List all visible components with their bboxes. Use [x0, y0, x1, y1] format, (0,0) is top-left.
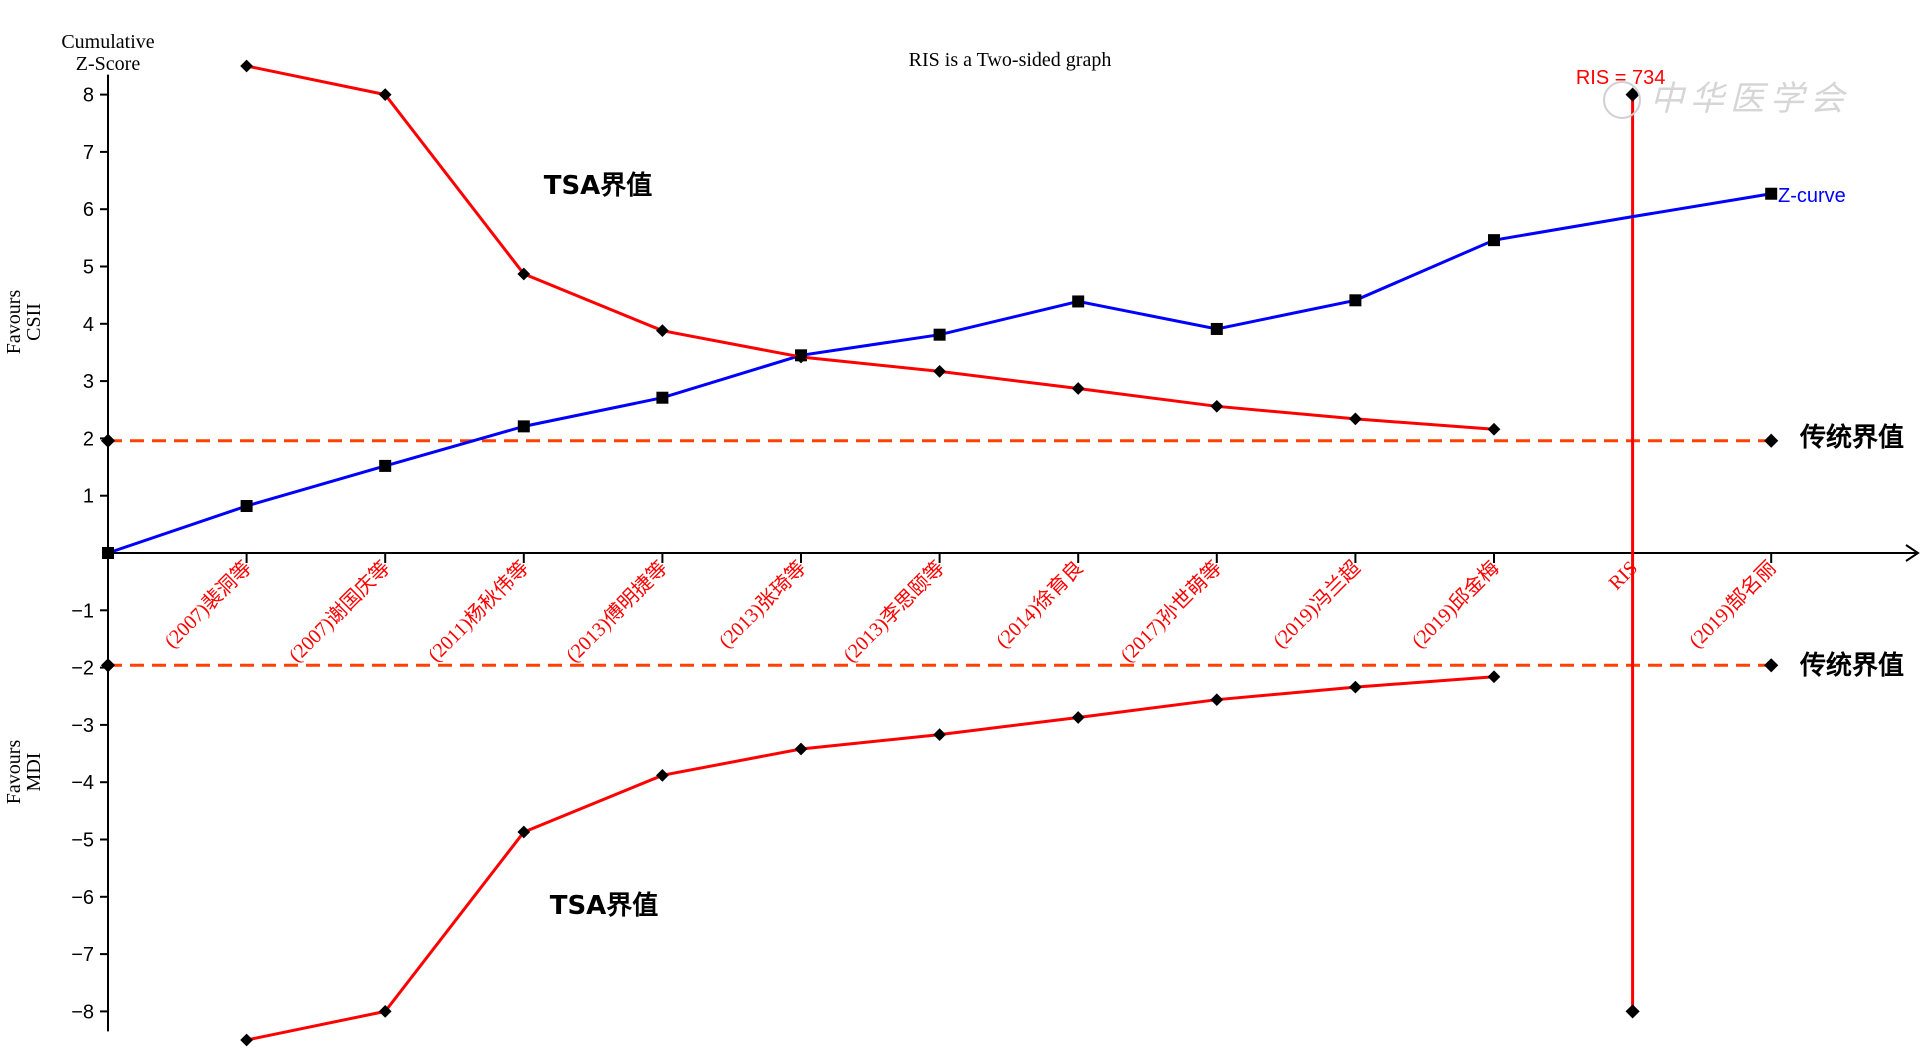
boundary-marker: [1764, 433, 1779, 448]
y-tick-label: −4: [71, 772, 94, 794]
x-tick-label: (2019)邱金梅: [1407, 556, 1503, 652]
data-point: [378, 88, 392, 101]
ris-marker: [1625, 1004, 1640, 1019]
x-tick-label: (2013)张琦等: [714, 556, 810, 652]
data-point: [517, 420, 530, 433]
y-tick-label: 4: [83, 314, 94, 336]
x-tick-label: (2017)孙世萌等: [1116, 556, 1227, 667]
y-tick-label: 3: [83, 371, 94, 393]
conventional-lower-label: 传统界值: [1799, 650, 1904, 681]
series-line: [246, 64, 1495, 431]
data-point: [933, 328, 946, 341]
data-point: [933, 728, 946, 742]
data-point: [656, 391, 669, 404]
x-tick-label: (2007)谢国庆等: [284, 556, 395, 667]
x-tick-label: (2014)徐育良: [991, 556, 1087, 652]
y-tick-label: −3: [71, 715, 94, 737]
y-tick-label: −8: [71, 1001, 94, 1023]
data-point: [1210, 693, 1224, 707]
watermark-seal: [1603, 81, 1641, 119]
boundary-marker: [100, 658, 116, 673]
data-point: [102, 547, 114, 559]
y-tick-label: 2: [83, 428, 94, 450]
axes-layer: 8 7 6 5 4 3 2 1 −1 −2 −3 −4 −5 −6 −7 −8 (2007)裴洞等 (2007)谢…: [71, 74, 1920, 1032]
tsa-lower-label: TSA界值: [550, 891, 659, 921]
data-point: [794, 742, 808, 756]
z-curve-label: Z-curve: [1778, 185, 1846, 207]
labels-layer: FavoursCSII FavoursMDI RIS = 734 TSA界值 TSA界值…: [3, 67, 1904, 921]
ris-marker: [1625, 87, 1640, 102]
y-tick-label: −5: [71, 830, 94, 852]
data-point: [1349, 680, 1362, 694]
data-point: [240, 1033, 253, 1047]
y-tick-label: 7: [83, 142, 94, 164]
tsa-upper-label: TSA界值: [544, 171, 653, 201]
data-point: [1071, 711, 1085, 724]
x-tick-label: (2013)李思颐等: [839, 556, 950, 667]
data-point: [656, 768, 669, 782]
data-point: [379, 459, 392, 472]
y-tick-label: −7: [71, 944, 94, 966]
x-tick-label: RIS: [1605, 557, 1643, 595]
x-tick-label: (2011)杨秋伟等: [423, 556, 533, 666]
x-tick-label: (2013)傅明捷等: [561, 556, 672, 667]
x-tick-label: (2019)郜名丽: [1684, 556, 1780, 652]
data-point: [1349, 294, 1362, 307]
y-tick-label: −6: [71, 887, 94, 909]
boundary-marker: [1764, 658, 1779, 673]
y-tick-label: −1: [71, 600, 94, 622]
data-point: [1210, 322, 1223, 335]
x-axis-arrow: [1905, 544, 1920, 562]
boundary-marker: [100, 433, 116, 448]
series-line: [246, 675, 1495, 1042]
data-point: [1349, 412, 1362, 426]
upper-side-label: FavoursCSII: [3, 290, 45, 355]
y-tick-label: 1: [83, 486, 94, 508]
boundaries-layer: [100, 87, 1779, 1019]
x-tick-label: (2019)冯兰超: [1269, 556, 1365, 652]
data-point: [656, 324, 669, 338]
watermark-text: 中华医学会: [1650, 80, 1850, 118]
y-axis-title: Cumulative Z-Score: [61, 31, 154, 75]
lower-side-label: FavoursMDI: [3, 740, 45, 805]
y-tick-label: −2: [71, 658, 94, 680]
data-point: [1072, 295, 1085, 308]
data-point: [1488, 234, 1500, 247]
data-point: [1210, 399, 1224, 413]
y-tick-label: 6: [83, 199, 94, 221]
data-point: [240, 59, 253, 73]
data-point: [1487, 670, 1501, 684]
y-tick-label: 8: [83, 85, 94, 107]
data-point: [1765, 187, 1778, 200]
data-point: [1487, 422, 1501, 436]
chart-title: RIS is a Two-sided graph: [909, 49, 1112, 71]
conventional-upper-label: 传统界值: [1799, 422, 1904, 453]
x-tick-label: (2007)裴洞等: [160, 556, 256, 652]
data-point: [240, 500, 253, 513]
data-point: [1071, 382, 1085, 395]
y-tick-label: 5: [83, 257, 94, 279]
ris-label: RIS = 734: [1576, 67, 1666, 89]
data-point: [933, 364, 946, 378]
